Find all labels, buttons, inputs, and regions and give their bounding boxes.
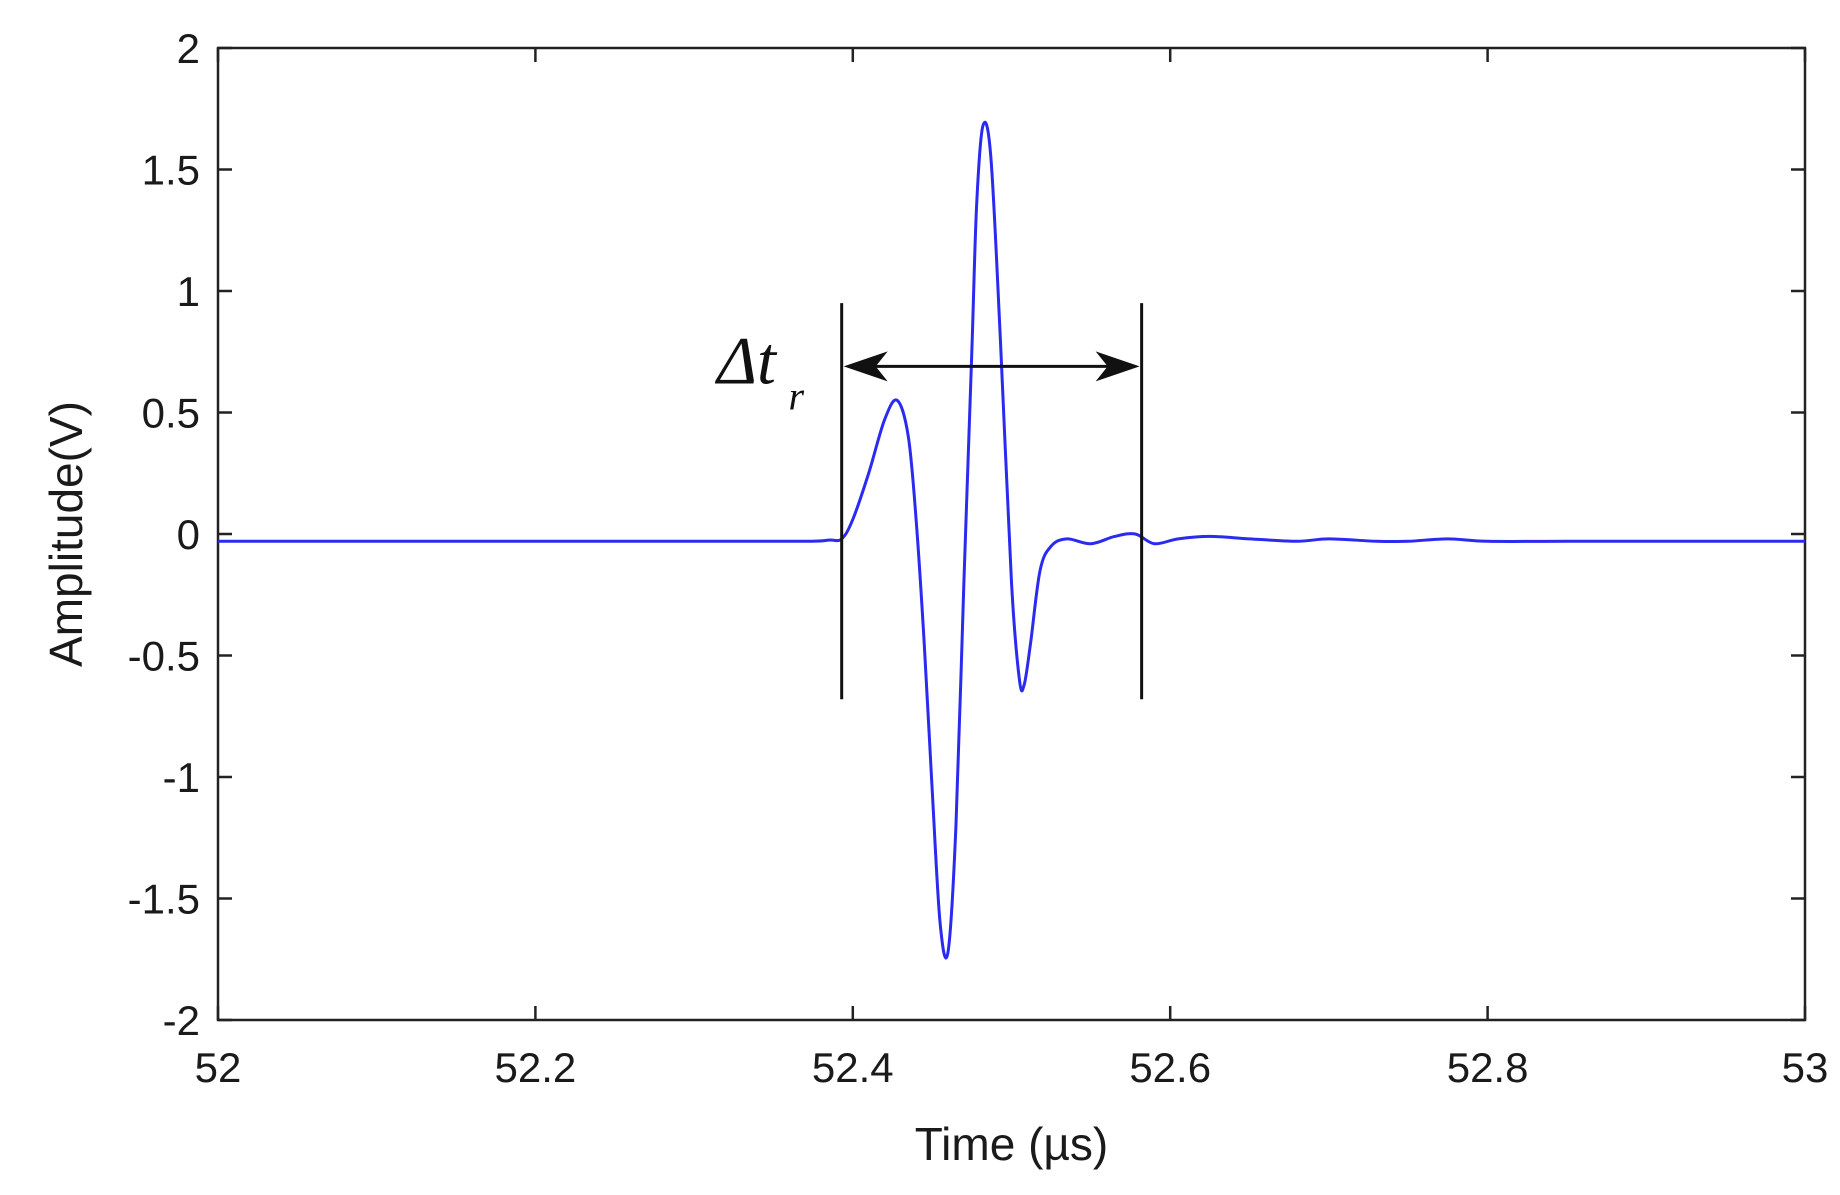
x-axis-ticks: 52 52.2 52.4 52.6 52.8 53 <box>195 48 1829 1091</box>
x-tick-label: 52.4 <box>812 1044 894 1091</box>
y-tick-label: 0.5 <box>142 390 200 437</box>
y-axis-label: Amplitude(V) <box>40 401 92 667</box>
y-tick-label: 2 <box>177 25 200 72</box>
x-axis-label: Time (µs) <box>915 1118 1108 1170</box>
delta-t-subscript: r <box>788 373 804 418</box>
y-axis-ticks: 2 1.5 1 0.5 0 -0.5 -1 -1.5 -2 <box>128 25 1805 1044</box>
arrowhead-right <box>1095 351 1140 382</box>
plot-area <box>216 46 1807 1022</box>
x-tick-label: 52.8 <box>1447 1044 1529 1091</box>
y-tick-label: 0 <box>177 511 200 558</box>
x-tick-label: 52 <box>195 1044 242 1091</box>
y-tick-label: 1 <box>177 268 200 315</box>
y-tick-label: -0.5 <box>128 633 200 680</box>
delta-t-annotation: Δt r <box>714 303 1144 700</box>
arrowhead-left <box>843 351 888 382</box>
y-tick-label: -1 <box>163 754 200 801</box>
y-tick-label: -2 <box>163 997 200 1044</box>
delta-t-label: Δt <box>714 322 778 398</box>
x-tick-label: 52.2 <box>495 1044 577 1091</box>
y-tick-label: -1.5 <box>128 876 200 923</box>
signal-line <box>218 120 1805 960</box>
plot-frame <box>216 46 1807 1022</box>
y-tick-label: 1.5 <box>142 147 200 194</box>
signal-series <box>218 120 1805 960</box>
x-tick-label: 53 <box>1782 1044 1829 1091</box>
x-tick-label: 52.6 <box>1129 1044 1211 1091</box>
